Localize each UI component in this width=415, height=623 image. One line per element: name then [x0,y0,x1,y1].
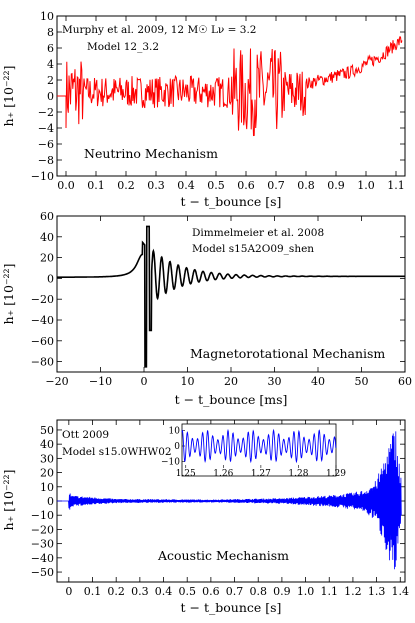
y-tick-label: 30 [40,452,54,465]
y-tick-label: −30 [31,538,54,551]
y-tick-label: 8 [47,26,54,39]
y-tick-label: 4 [47,58,54,71]
x-tick-label: 0.8 [249,585,267,598]
inset-series-line [181,428,337,464]
x-tick-label: 0.3 [131,585,149,598]
x-tick-label: 0.3 [147,179,165,192]
annotation-model: Model s15A2O09_shen [192,243,314,255]
inset-x-tick-label: 1.26 [213,469,233,479]
x-tick-label: 0.2 [107,585,125,598]
y-tick-label: −10 [31,170,54,183]
y-tick-label: −20 [31,523,54,536]
y-tick-label: 20 [40,252,54,265]
y-tick-label: −8 [38,154,54,167]
y-axis-label: h₊ [10⁻²²] [1,264,16,325]
x-tick-label: 1.0 [297,585,315,598]
y-tick-label: −40 [31,314,54,327]
y-tick-label: −2 [38,106,54,119]
annotation-cite: Dimmelmeier et al. 2008 [192,227,324,239]
annotation-model: Model 12_3.2 [87,41,159,53]
x-tick-label: 0.4 [155,585,173,598]
series-line-neutrino [57,36,403,137]
y-axis-label: h₊ [10⁻²²] [1,66,16,127]
y-tick-label: 40 [40,438,54,451]
mechanism-label: Neutrino Mechanism [84,146,218,161]
y-tick-label: −10 [31,509,54,522]
x-tick-label: 0.9 [273,585,291,598]
x-axis-label: t − t_bounce [s] [181,600,282,615]
x-tick-label: 0 [141,375,148,388]
x-tick-label: 0.1 [87,179,105,192]
x-tick-label: 1.3 [368,585,386,598]
x-tick-label: 0.5 [207,179,225,192]
y-tick-label: 50 [40,424,54,437]
x-tick-label: 1.1 [387,179,405,192]
inset-y-tick-label: 10 [169,426,181,436]
y-tick-label: 20 [40,467,54,480]
y-tick-label: −6 [38,138,54,151]
x-tick-label: 0.7 [226,585,244,598]
inset-x-tick-label: 1.27 [251,469,271,479]
x-tick-label: −20 [45,375,68,388]
x-tick-label: 0.6 [202,585,220,598]
x-tick-label: 40 [311,375,325,388]
inset-y-tick-label: 0 [174,442,180,452]
x-tick-label: 20 [224,375,238,388]
x-tick-label: 1.4 [392,585,410,598]
y-tick-label: 0 [47,272,54,285]
y-tick-label: −20 [31,293,54,306]
x-tick-label: −10 [89,375,112,388]
y-tick-label: −40 [31,552,54,565]
x-tick-label: 50 [355,375,369,388]
x-tick-label: 0.1 [84,585,102,598]
x-tick-label: 0.9 [327,179,345,192]
y-tick-label: 0 [47,495,54,508]
annotation-cite: Murphy et al. 2009, 12 M☉ Lν = 3.2 [62,24,256,36]
y-tick-label: 6 [47,42,54,55]
x-tick-label: 1.2 [344,585,362,598]
y-tick-label: −80 [31,356,54,369]
y-tick-label: 2 [47,74,54,87]
x-axis-label: t − t_bounce [ms] [175,392,288,407]
panel-acoustic: 0 0.1 0.2 0.3 0.4 0.5 0.6 0.7 0.8 0.9 1.0 1.1 1.2 1.3… [1,419,410,615]
inset-x-tick-label: 1.25 [176,469,196,479]
x-tick-label: 1.1 [320,585,338,598]
panel-magnetorotational: −20 −10 0 10 20 30 40 50 60 −80 −60 −40 −20 0 20 40 60 D… [1,210,412,407]
y-tick-label: −4 [38,122,54,135]
x-tick-label: 0.8 [297,179,315,192]
y-tick-label: 10 [40,481,54,494]
x-tick-label: 60 [398,375,412,388]
x-tick-label: 0.0 [57,179,75,192]
mechanism-label: Magnetorotational Mechanism [190,346,385,361]
x-tick-label: 0 [65,585,72,598]
x-tick-label: 10 [181,375,195,388]
annotation-cite: Ott 2009 [62,429,109,441]
inset-x-tick-label: 1.29 [326,469,346,479]
series-line-magnetorotational [57,225,405,368]
x-tick-label: 0.6 [237,179,255,192]
y-tick-label: 40 [40,231,54,244]
inset-plot: 1.25 1.26 1.27 1.28 1.29 −10 0 10 [161,423,346,479]
y-tick-label: −50 [31,566,54,579]
x-tick-label: 1.0 [357,179,375,192]
panel-neutrino: 0.0 0.1 0.2 0.3 0.4 0.5 0.6 0.7 0.8 0.9 1.0 1.1 −10 −… [1,10,406,209]
y-tick-label: 0 [47,90,54,103]
x-tick-label: 0.4 [177,179,195,192]
mechanism-label: Acoustic Mechanism [157,548,289,563]
inset-y-tick-label: −10 [161,458,180,468]
x-tick-label: 30 [268,375,282,388]
y-tick-label: −60 [31,335,54,348]
annotation-model: Model s15.0WHW02 [62,446,172,458]
y-axis-label: h₊ [10⁻²²] [1,470,16,531]
y-tick-label: 10 [40,10,54,23]
x-tick-label: 0.7 [267,179,285,192]
inset-x-tick-label: 1.28 [288,469,308,479]
x-tick-label: 0.5 [178,585,196,598]
y-tick-label: 60 [40,210,54,223]
x-axis-label: t − t_bounce [s] [181,194,282,209]
series-line-acoustic [57,431,402,570]
x-tick-label: 0.2 [117,179,135,192]
